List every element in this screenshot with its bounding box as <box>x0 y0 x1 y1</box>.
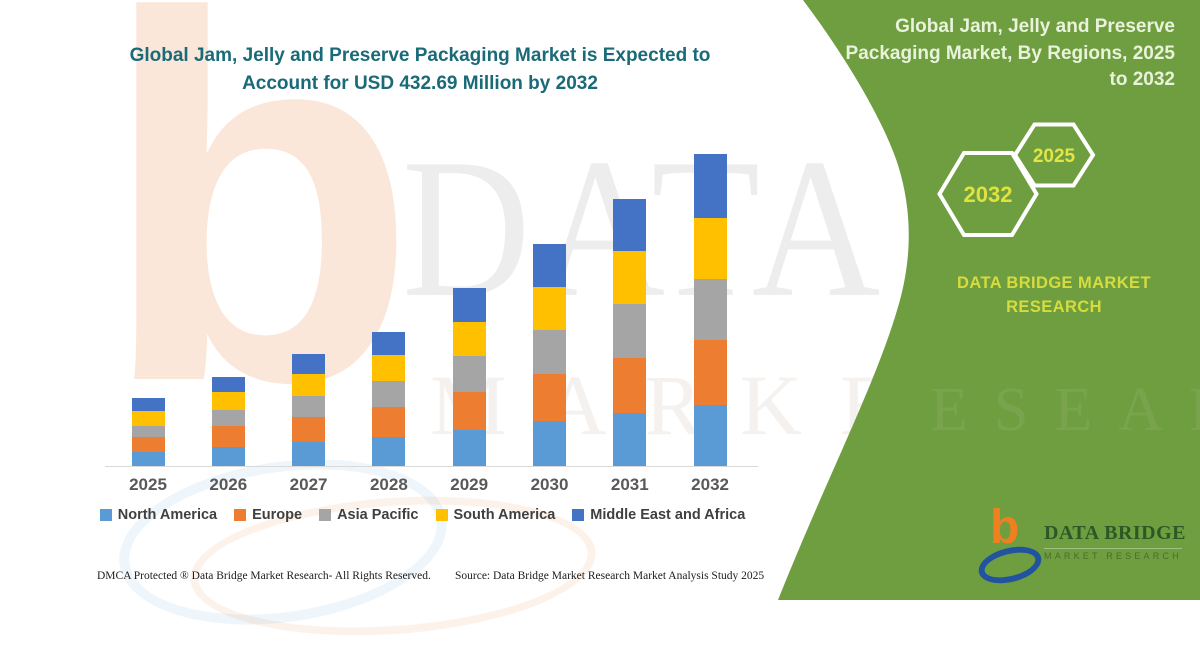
segment-2025-asia-pacific <box>131 425 165 437</box>
x-label-2032: 2032 <box>691 475 729 494</box>
bar-2029 <box>452 287 486 466</box>
segment-2029-asia-pacific <box>452 356 486 393</box>
databridge-logo-icon: b <box>974 504 1046 590</box>
legend-swatch-icon <box>319 509 332 521</box>
legend-item-middle-east-and-africa: Middle East and Africa <box>572 507 745 523</box>
x-label-2029: 2029 <box>450 475 489 494</box>
bar-2025 <box>131 398 165 466</box>
legend-label: South America <box>453 507 556 523</box>
chart-title: Global Jam, Jelly and Preserve Packaging… <box>95 42 745 97</box>
segment-2032-europe <box>693 339 727 406</box>
segment-2026-middle-east-and-africa <box>211 376 245 392</box>
segment-2027-asia-pacific <box>292 396 326 418</box>
x-label-2027: 2027 <box>289 475 328 494</box>
hexagon-2032 <box>937 151 1039 237</box>
hexagon-2025-label: 2025 <box>1033 146 1076 167</box>
green-panel-shape <box>778 0 1200 600</box>
chart-title-line1: Global Jam, Jelly and Preserve Packaging… <box>129 45 711 66</box>
bar-2032 <box>693 154 727 466</box>
logo-wordmark: DATA BRIDGE <box>1044 522 1187 544</box>
segment-2029-south-america <box>452 321 486 357</box>
segment-2025-south-america <box>131 410 165 426</box>
segment-2029-north-america <box>452 429 486 466</box>
segment-2028-middle-east-and-africa <box>372 331 406 355</box>
bar-2026 <box>211 376 245 466</box>
segment-2030-north-america <box>533 421 566 466</box>
segment-2030-middle-east-and-africa <box>533 243 566 288</box>
databridge-logo: b DATA BRIDGE MARKET RESEARCH <box>974 504 1192 590</box>
green-panel: 2032 2025 <box>778 0 1200 600</box>
logo-tagline: MARKET RESEARCH <box>1044 551 1182 561</box>
segment-2032-middle-east-and-africa <box>693 154 727 218</box>
x-label-2030: 2030 <box>530 475 569 494</box>
chart-title-line2: Account for USD 432.69 Million by 2032 <box>242 72 598 94</box>
segment-2032-asia-pacific <box>693 278 727 340</box>
x-axis-labels: 2025 2026 2027 2028 2029 2030 2031 2032 <box>105 475 758 497</box>
legend-item-north-america: North America <box>99 507 218 523</box>
segment-2026-south-america <box>211 391 245 411</box>
logo-b-glyph: b <box>990 501 1020 554</box>
segment-2025-middle-east-and-africa <box>131 398 165 411</box>
footer-dmca-text: DMCA Protected ® Data Bridge Market Rese… <box>97 570 431 582</box>
segment-2027-europe <box>292 417 326 443</box>
x-label-2031: 2031 <box>610 475 649 494</box>
segment-2031-north-america <box>613 413 647 466</box>
legend-item-europe: Europe <box>234 507 302 523</box>
segment-2027-south-america <box>292 373 326 397</box>
bar-2028 <box>372 331 406 466</box>
logo-divider <box>1044 548 1182 549</box>
x-label-2025: 2025 <box>129 475 167 494</box>
legend-swatch-icon <box>99 509 112 521</box>
segment-2031-asia-pacific <box>613 303 647 358</box>
bar-2030 <box>533 243 566 466</box>
segment-2026-north-america <box>211 446 245 466</box>
chart-legend: North America Europe Asia Pacific South Ame… <box>90 507 755 523</box>
x-label-2026: 2026 <box>209 475 248 494</box>
legend-label: North America <box>117 507 218 523</box>
bar-chart-plot <box>105 139 758 467</box>
legend-label: Asia Pacific <box>337 507 419 523</box>
bar-2031 <box>613 199 647 466</box>
footer-source-text: Source: Data Bridge Market Research Mark… <box>455 570 765 582</box>
segment-2032-north-america <box>693 405 727 466</box>
logo-text-block: DATA BRIDGE MARKET RESEARCH <box>1044 522 1189 561</box>
segment-2028-europe <box>372 406 406 438</box>
segment-2031-middle-east-and-africa <box>613 199 647 252</box>
bar-2027 <box>292 354 326 466</box>
segment-2028-south-america <box>372 354 406 381</box>
legend-swatch-icon <box>572 509 585 521</box>
brand-heading: DATA BRIDGE MARKET RESEARCH <box>957 274 1151 316</box>
hexagon-2032-label: 2032 <box>964 182 1013 207</box>
segment-2030-asia-pacific <box>533 329 566 375</box>
legend-label: Middle East and Africa <box>590 507 746 523</box>
logo-swoosh-icon <box>974 540 1046 590</box>
segment-2025-europe <box>131 436 165 452</box>
legend-swatch-icon <box>234 509 247 521</box>
segment-2029-middle-east-and-africa <box>452 287 486 322</box>
segment-2032-south-america <box>693 217 727 279</box>
segment-2031-europe <box>613 357 647 414</box>
footer: DMCA Protected ® Data Bridge Market Rese… <box>0 570 790 590</box>
legend-item-asia-pacific: Asia Pacific <box>319 507 419 523</box>
segment-2030-europe <box>533 374 566 422</box>
legend-item-south-america: South America <box>435 507 556 523</box>
x-label-2028: 2028 <box>369 475 408 494</box>
hexagon-2025 <box>1012 122 1096 188</box>
segment-2028-asia-pacific <box>372 380 406 407</box>
legend-label: Europe <box>252 507 303 523</box>
panel-title: Global Jam, Jelly and Preserve Packaging… <box>845 16 1175 91</box>
legend-swatch-icon <box>435 509 448 521</box>
segment-2025-north-america <box>131 451 165 466</box>
segment-2030-south-america <box>533 287 566 330</box>
segment-2031-south-america <box>613 251 647 304</box>
segment-2029-europe <box>452 392 486 430</box>
segment-2027-middle-east-and-africa <box>292 354 326 374</box>
segment-2026-europe <box>211 426 245 447</box>
segment-2028-north-america <box>372 437 406 466</box>
segment-2027-north-america <box>292 442 326 466</box>
segment-2026-asia-pacific <box>211 410 245 427</box>
